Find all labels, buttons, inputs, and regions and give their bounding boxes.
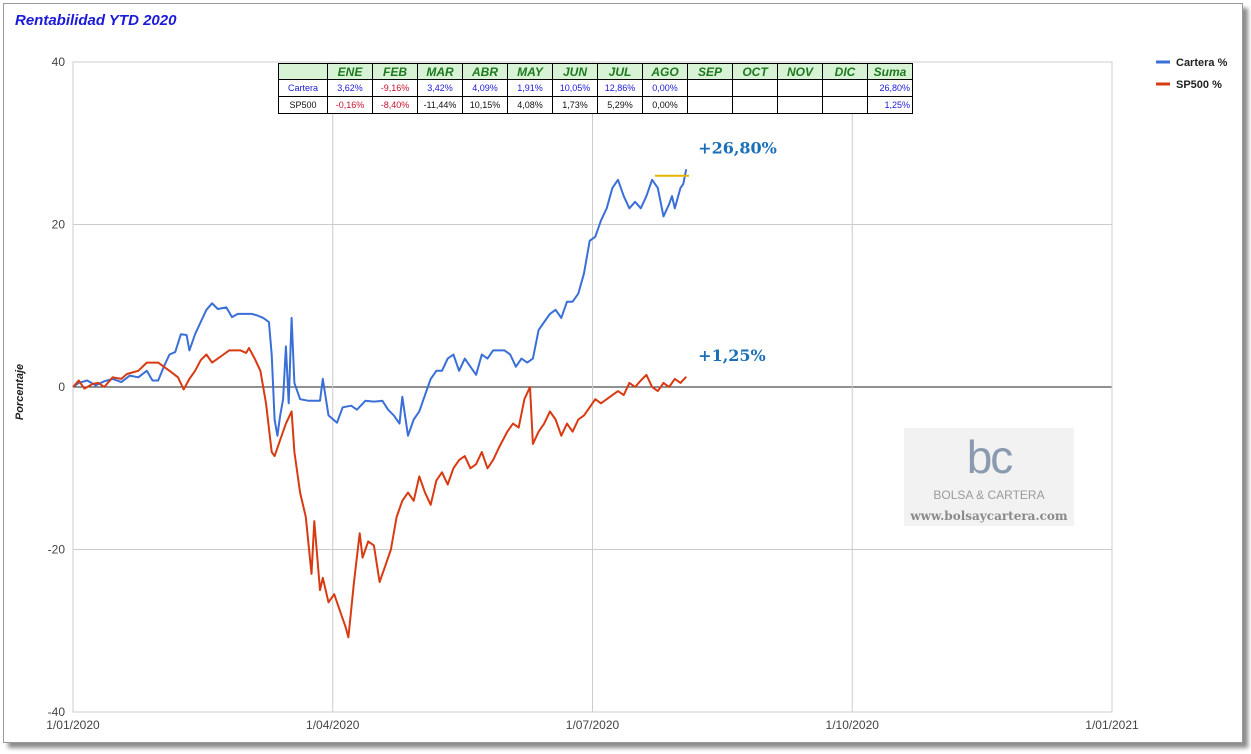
y-tick-label: 40 (52, 55, 66, 69)
x-tick-label: 1/04/2020 (306, 718, 360, 732)
series-line-sp500 (72, 347, 687, 639)
y-axis-label: Porcentaje (14, 364, 26, 420)
table-cell (687, 96, 733, 114)
x-tick-label: 1/07/2020 (566, 718, 620, 732)
table-cell (822, 79, 868, 97)
watermark-url: www.bolsaycartera.com (910, 509, 1068, 523)
monthly-returns-table: ENE FEB MAR ABR MAY JUN JUL AGO SEP OCT NOV DIC Suma… (278, 63, 913, 114)
series-layer (72, 169, 690, 639)
table-header-cell: OCT (732, 63, 778, 80)
y-tick-label: 20 (52, 218, 66, 232)
table-cell: 0,00% (642, 79, 688, 97)
table-cell: -0,16% (327, 96, 373, 114)
table-cell: 5,29% (597, 96, 643, 114)
table-cell: -9,16% (372, 79, 418, 97)
x-tick-label: 1/10/2020 (826, 718, 880, 732)
chart-frame (3, 3, 1243, 743)
annotation-label: +1,25% (698, 346, 766, 365)
table-header-row: ENE FEB MAR ABR MAY JUN JUL AGO SEP OCT NOV DIC Suma (278, 63, 913, 80)
y-tick-label: -40 (48, 705, 66, 719)
legend: Cartera % SP500 % (1156, 57, 1228, 91)
table-header-cell: JUN (552, 63, 598, 80)
table-header-cell: JUL (597, 63, 643, 80)
table-cell: 1,73% (552, 96, 598, 114)
series-line-cartera (72, 169, 688, 437)
grid-layer (72, 61, 1113, 713)
annotation-layer: +26,80% +1,25% (698, 138, 777, 365)
table-cell: 1,91% (507, 79, 553, 97)
table-cell (777, 79, 823, 97)
table-header-cell: ENE (327, 63, 373, 80)
table-cell: 1,25% (867, 96, 913, 114)
table-header-cell: Suma (867, 63, 913, 80)
table-row: Cartera 3,62% -9,16% 3,42% 4,09% 1,91% 10,05% 1… (278, 79, 913, 97)
table-cell: 4,09% (462, 79, 508, 97)
watermark-name: BOLSA & CARTERA (933, 488, 1045, 502)
table-cell (732, 96, 778, 114)
y-tick-label: 0 (58, 380, 65, 394)
table-header-cell: AGO (642, 63, 688, 80)
table-header-cell: MAY (507, 63, 553, 80)
watermark-logo: bc (966, 431, 1014, 483)
x-tick-label: 1/01/2021 (1085, 718, 1139, 732)
table-cell: -11,44% (417, 96, 463, 114)
table-cell (822, 96, 868, 114)
table-cell: 10,15% (462, 96, 508, 114)
table-header-cell: DIC (822, 63, 868, 80)
table-cell: -8,40% (372, 96, 418, 114)
table-corner (278, 63, 328, 80)
table-cell: 3,62% (327, 79, 373, 97)
table-cell: 12,86% (597, 79, 643, 97)
table-row-name: Cartera (278, 79, 328, 97)
chart-title: Rentabilidad YTD 2020 (15, 12, 177, 29)
y-tick-label: -20 (48, 543, 66, 557)
table-header-cell: MAR (417, 63, 463, 80)
table-cell (687, 79, 733, 97)
table-cell (777, 96, 823, 114)
axis-layer: 40 20 0 -20 -401/01/2020 1/04/2020 1/07/2020 1/… (46, 55, 1139, 732)
watermark: bc BOLSA & CARTERA www.bolsaycartera.com (904, 428, 1074, 526)
table-cell: 26,80% (867, 79, 913, 97)
table-cell: 0,00% (642, 96, 688, 114)
table-header-cell: NOV (777, 63, 823, 80)
table-cell (732, 79, 778, 97)
legend-label: SP500 % (1176, 79, 1222, 91)
table-header-cell: ABR (462, 63, 508, 80)
table-cell: 4,08% (507, 96, 553, 114)
x-tick-label: 1/01/2020 (46, 718, 100, 732)
annotation-label: +26,80% (698, 138, 777, 157)
table-cell: 3,42% (417, 79, 463, 97)
table-header-cell: SEP (687, 63, 733, 80)
legend-label: Cartera % (1176, 57, 1228, 69)
table-row: SP500 -0,16% -8,40% -11,44% 10,15% 4,08% 1,73%… (278, 96, 913, 114)
table-header-cell: FEB (372, 63, 418, 80)
table-cell: 10,05% (552, 79, 598, 97)
table-row-name: SP500 (278, 96, 328, 114)
